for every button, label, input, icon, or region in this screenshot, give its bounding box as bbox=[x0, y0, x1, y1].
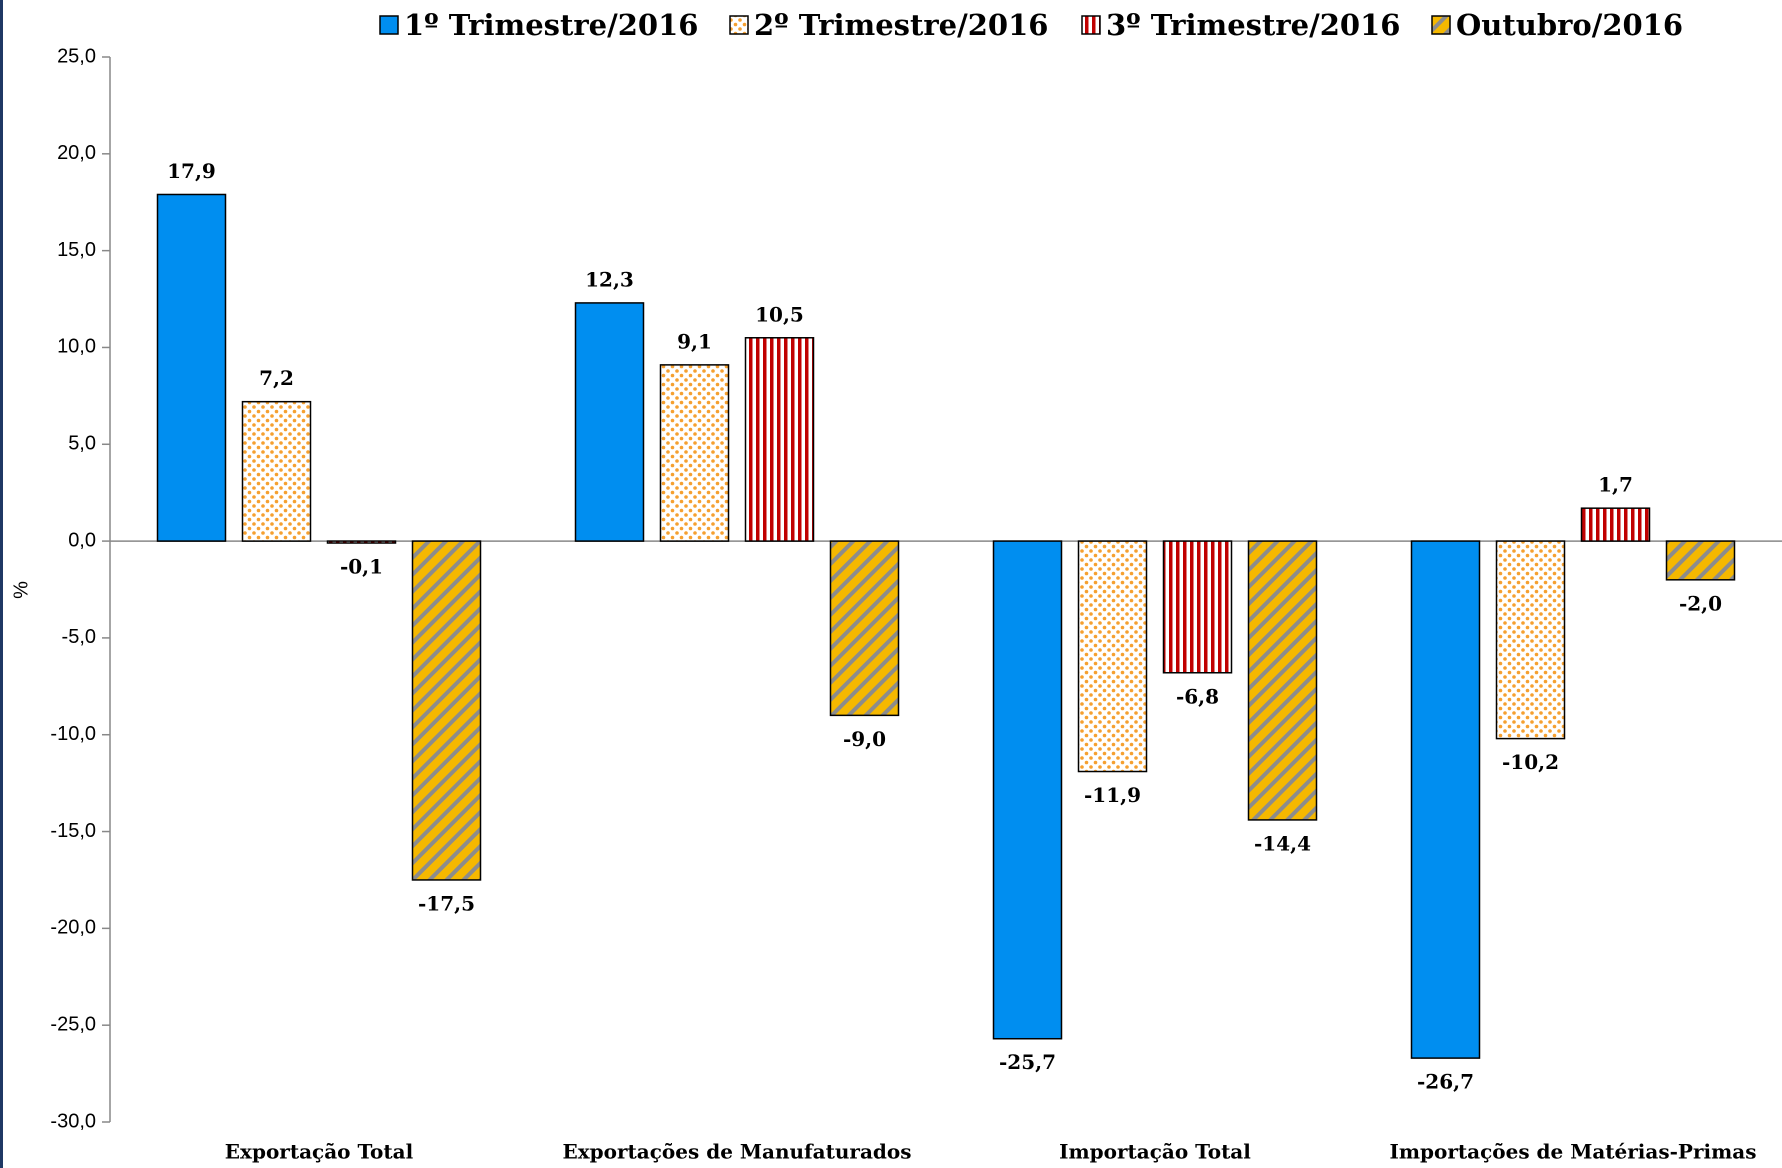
x-tick-label: Importação Total bbox=[1059, 1140, 1251, 1164]
bar bbox=[829, 540, 900, 717]
y-tick-label: -5,0 bbox=[62, 626, 96, 648]
legend-label: 3º Trimestre/2016 bbox=[1106, 8, 1400, 42]
data-label: -14,4 bbox=[1254, 831, 1311, 855]
legend-label: 1º Trimestre/2016 bbox=[404, 8, 698, 42]
y-tick-label: -10,0 bbox=[50, 723, 96, 745]
x-tick-label: Exportações de Manufaturados bbox=[563, 1140, 912, 1164]
bar bbox=[1495, 540, 1566, 740]
bar bbox=[1077, 540, 1148, 773]
legend-label: 2º Trimestre/2016 bbox=[754, 8, 1048, 42]
y-tick-label: 0,0 bbox=[68, 529, 96, 551]
bar bbox=[992, 540, 1063, 1040]
data-label: -25,7 bbox=[999, 1050, 1056, 1074]
data-label: -11,9 bbox=[1084, 783, 1141, 807]
bar bbox=[659, 364, 730, 542]
data-label: -10,2 bbox=[1502, 750, 1559, 774]
page-border bbox=[0, 0, 3, 1168]
data-label: -6,8 bbox=[1176, 684, 1219, 708]
bar bbox=[326, 540, 397, 544]
data-label: 12,3 bbox=[585, 267, 634, 291]
y-axis-label: % bbox=[10, 581, 32, 599]
y-tick-label: 25,0 bbox=[57, 45, 96, 67]
bar bbox=[411, 540, 482, 881]
data-label: -2,0 bbox=[1679, 591, 1722, 615]
bar bbox=[1665, 540, 1736, 581]
data-label: 10,5 bbox=[755, 302, 804, 326]
legend-swatch bbox=[1431, 15, 1451, 35]
data-label: 9,1 bbox=[677, 329, 712, 353]
bar bbox=[1410, 540, 1481, 1059]
y-tick-label: 15,0 bbox=[57, 239, 96, 261]
bar bbox=[1162, 540, 1233, 674]
data-label: -0,1 bbox=[340, 555, 383, 579]
bar bbox=[574, 302, 645, 542]
data-label: -9,0 bbox=[843, 727, 886, 751]
bar bbox=[156, 193, 227, 542]
y-tick-label: 20,0 bbox=[57, 142, 96, 164]
y-tick-label: -20,0 bbox=[50, 917, 96, 939]
bar bbox=[744, 337, 815, 542]
bar bbox=[1580, 507, 1651, 542]
data-label: 17,9 bbox=[167, 159, 216, 183]
data-label: 7,2 bbox=[259, 366, 294, 390]
legend-swatch bbox=[1081, 15, 1101, 35]
y-tick-label: -15,0 bbox=[50, 820, 96, 842]
legend-label: Outubro/2016 bbox=[1456, 8, 1683, 42]
data-label: 1,7 bbox=[1598, 473, 1633, 497]
bar bbox=[241, 400, 312, 542]
y-tick-label: 10,0 bbox=[57, 336, 96, 358]
legend-swatch bbox=[379, 15, 399, 35]
legend-swatch bbox=[729, 15, 749, 35]
data-label: -26,7 bbox=[1417, 1070, 1474, 1094]
x-tick-label: Importações de Matérias-Primas bbox=[1390, 1140, 1757, 1164]
data-label: -17,5 bbox=[418, 891, 475, 915]
x-tick-label: Exportação Total bbox=[225, 1140, 414, 1164]
bar bbox=[1247, 540, 1318, 821]
y-tick-label: -25,0 bbox=[50, 1013, 96, 1035]
y-tick-label: -30,0 bbox=[50, 1110, 96, 1132]
y-tick-label: 5,0 bbox=[68, 433, 96, 455]
